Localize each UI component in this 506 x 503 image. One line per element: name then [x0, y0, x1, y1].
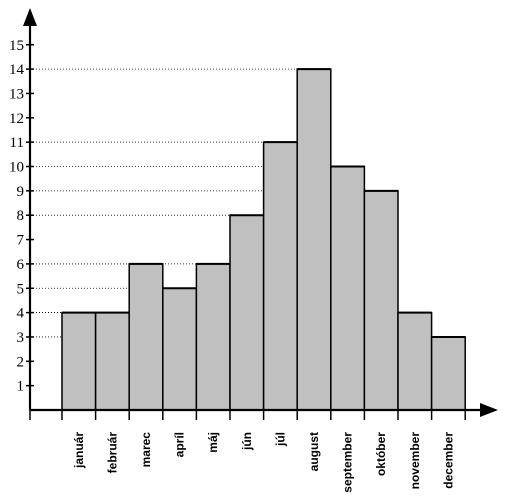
y-tick-label: 15 — [9, 38, 24, 54]
bar-12 — [430, 336, 466, 411]
bar-11 — [397, 311, 433, 411]
bar-2 — [94, 311, 130, 411]
x-axis-arrow — [480, 403, 498, 417]
x-category-label: marec — [139, 432, 153, 468]
x-category-label: február — [105, 432, 119, 474]
x-category-label: november — [408, 432, 422, 490]
y-tick-label: 3 — [17, 330, 25, 346]
bars — [61, 68, 466, 411]
bar-3 — [128, 263, 164, 411]
y-tick-label: 1 — [17, 379, 25, 395]
y-tick-label: 8 — [17, 208, 25, 224]
y-tick-label: 4 — [17, 306, 25, 322]
bar-10 — [363, 190, 399, 411]
x-category-label: apríl — [173, 432, 187, 457]
y-tick-label: 7 — [17, 233, 25, 249]
x-category-label: júl — [273, 432, 287, 447]
y-tick-label: 14 — [9, 62, 25, 78]
y-axis-arrow — [23, 8, 37, 26]
x-category-labels: január február marec apríl máj jún júl august se… — [72, 432, 456, 493]
x-category-label: máj — [206, 432, 220, 453]
y-tick-label: 5 — [17, 281, 25, 297]
axes — [23, 8, 498, 420]
x-category-label: január — [72, 432, 86, 469]
y-tick-label: 2 — [17, 354, 25, 370]
x-category-label: jún — [240, 432, 254, 451]
bar-6 — [229, 214, 265, 411]
bar-9 — [330, 165, 366, 411]
x-category-label: august — [307, 432, 321, 471]
x-ticks — [61, 410, 466, 420]
y-tick-label: 9 — [17, 184, 25, 200]
y-ticks — [26, 44, 34, 387]
y-tick-label: 12 — [9, 111, 24, 127]
x-category-label: september — [341, 432, 355, 493]
bar-1 — [61, 311, 97, 411]
y-tick-label: 10 — [9, 160, 24, 176]
y-tick-label: 11 — [10, 135, 24, 151]
bar-7 — [262, 141, 298, 411]
y-tick-label: 13 — [9, 86, 24, 102]
x-category-label: október — [374, 432, 388, 476]
bar-5 — [195, 263, 231, 411]
bar-8 — [296, 68, 332, 411]
y-tick-label: 6 — [17, 257, 25, 273]
x-category-label: december — [441, 432, 455, 489]
bar-4 — [162, 287, 198, 411]
